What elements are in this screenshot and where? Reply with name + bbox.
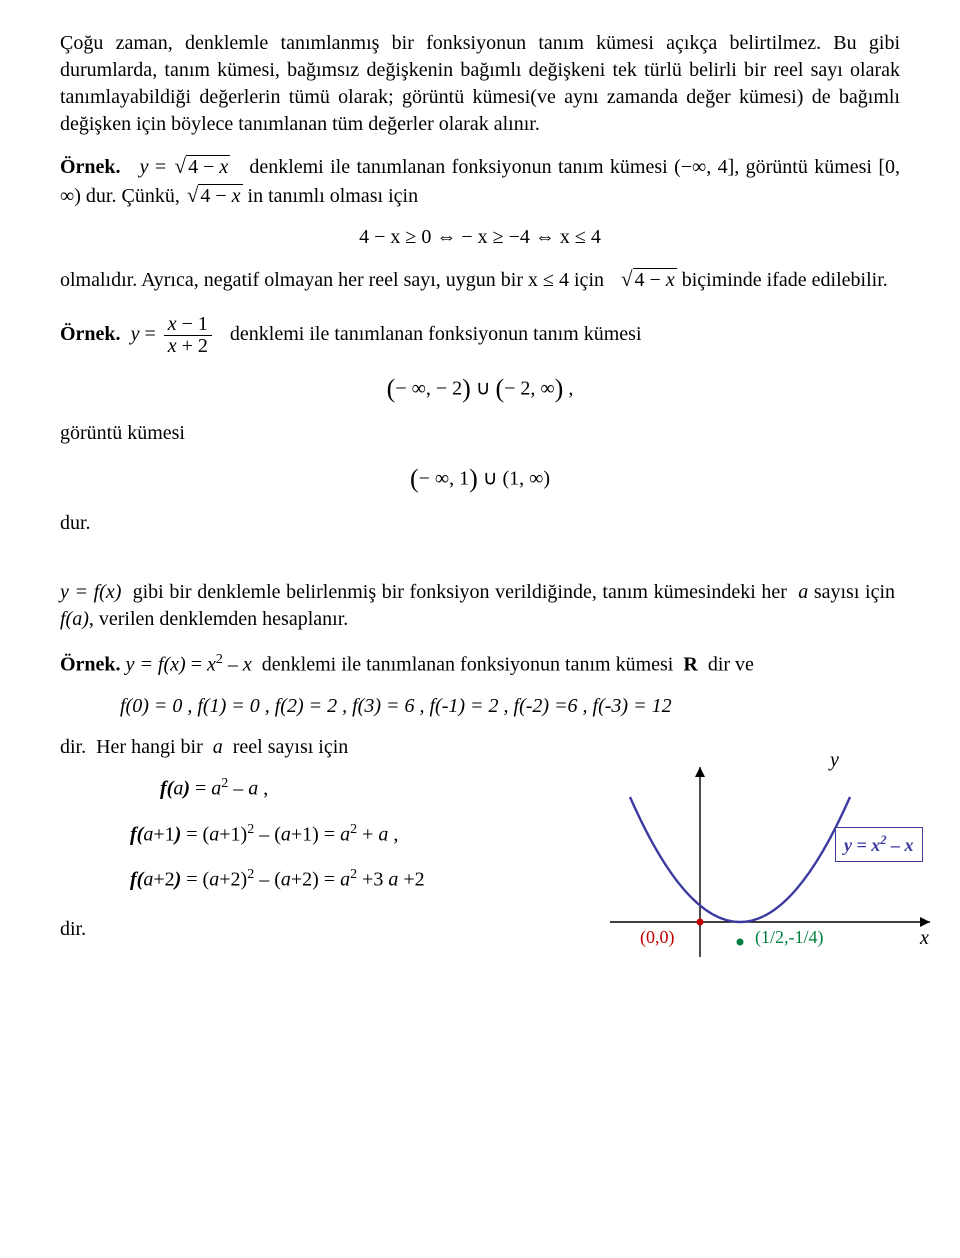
- a-var: a: [798, 581, 808, 603]
- ex1-interval1: (−∞, 4]: [674, 156, 734, 178]
- ex2-range-label: görüntü kümesi: [60, 420, 900, 447]
- ex2-domain-set: (− ∞, − 2) ∪ (− 2, ∞) ,: [60, 371, 900, 406]
- vertex-label: (1/2,-1/4): [755, 925, 823, 949]
- ex1-text-d: in tanımlı olması için: [248, 185, 419, 207]
- yfx: y = f(x): [60, 581, 121, 603]
- intro-paragraph: Çoğu zaman, denklemle tanımlanmış bir fo…: [60, 30, 900, 138]
- ornek-label-2: Örnek.: [60, 323, 121, 345]
- ex1-chain: 4 − x ≥ 0 ⇔ − x ≥ −4 ⇔ x ≤ 4: [60, 224, 900, 251]
- ex1-text-a: denklemi ile tanımlanan fonksiyonun tanı…: [249, 156, 667, 178]
- example1: Örnek. y = 4 − x denklemi ile tanımlanan…: [60, 152, 900, 210]
- fx-text-f: , verilen denklemden hesaplanır.: [89, 608, 348, 630]
- ex2-range-set: (− ∞, 1) ∪ (1, ∞): [60, 461, 900, 496]
- ex2-text-a: denklemi ile tanımlanan fonksiyonun tanı…: [230, 323, 642, 345]
- ex2-set1b: − 2, ∞: [504, 377, 555, 399]
- example2: Örnek. y = x − 1x + 2 denklemi ile tanım…: [60, 314, 900, 357]
- ornek-label: Örnek.: [60, 156, 121, 178]
- ex1-text-e: olmalıdır. Ayrıca, negatif olmayan her r…: [60, 269, 604, 291]
- ornek-label-3: Örnek.: [60, 654, 121, 676]
- fx-paragraph: y = f(x) gibi bir denklemle belirlenmiş …: [60, 579, 900, 633]
- graph-equation-box: y = x2 – x: [835, 827, 923, 862]
- fx-text-b: gibi bir denklemle belirlenmiş bir fonks…: [133, 581, 787, 603]
- origin-label: (0,0): [640, 925, 675, 949]
- ex3-text-c: dir ve: [708, 654, 754, 676]
- fx-text-d: sayısı için: [814, 581, 895, 603]
- x-axis-label: x: [920, 925, 929, 952]
- y-axis-label: y: [830, 747, 839, 774]
- ex3-R: R: [683, 654, 697, 676]
- ex2-set2a: − ∞, 1: [419, 468, 470, 490]
- parabola-figure: y x y = x2 – x (0,0) (1/2,-1/4): [580, 757, 940, 957]
- ex2-set1a: − ∞, − 2: [395, 377, 462, 399]
- ex1-text-c: dur. Çünkü,: [86, 185, 180, 207]
- ex1-text-b: , görüntü kümesi: [734, 156, 872, 178]
- ex1-text-f: biçiminde ifade edilebilir.: [682, 269, 888, 291]
- ex2-dur: dur.: [60, 510, 900, 537]
- ex2-set2b: (1, ∞): [502, 468, 550, 490]
- ex1-conclusion: olmalıdır. Ayrıca, negatif olmayan her r…: [60, 265, 900, 294]
- ex3-text-a: denklemi ile tanımlanan fonksiyonun tanı…: [262, 654, 674, 676]
- fa: f(a): [60, 608, 89, 630]
- f-values: f(0) = 0 , f(1) = 0 , f(2) = 2 , f(3) = …: [120, 693, 900, 720]
- example3: Örnek. y = f(x) = x2 – x denklemi ile ta…: [60, 651, 900, 679]
